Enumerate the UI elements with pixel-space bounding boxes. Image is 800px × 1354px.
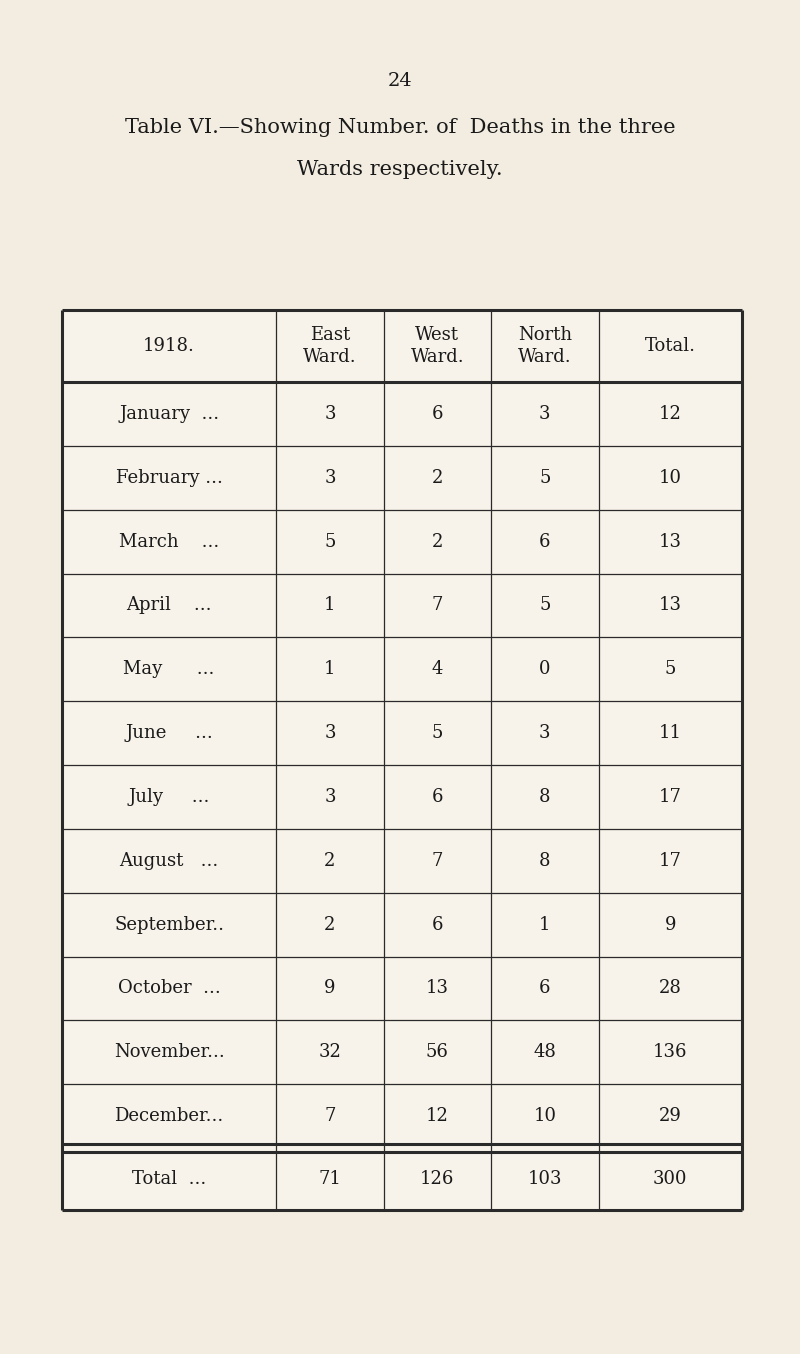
Text: 0: 0 — [539, 661, 550, 678]
Text: 5: 5 — [539, 468, 550, 486]
Text: August   ...: August ... — [119, 852, 218, 869]
Text: 7: 7 — [432, 852, 443, 869]
Text: 5: 5 — [432, 724, 443, 742]
Text: 5: 5 — [665, 661, 676, 678]
Text: 17: 17 — [659, 852, 682, 869]
Text: March    ...: March ... — [119, 532, 219, 551]
Text: 1918.: 1918. — [143, 337, 195, 355]
Text: April    ...: April ... — [126, 596, 212, 615]
Text: 4: 4 — [432, 661, 443, 678]
Text: 3: 3 — [324, 724, 336, 742]
Text: 6: 6 — [539, 979, 550, 998]
Text: 13: 13 — [658, 532, 682, 551]
Text: 6: 6 — [432, 915, 443, 934]
Text: 10: 10 — [534, 1108, 556, 1125]
Text: North
Ward.: North Ward. — [518, 326, 572, 366]
Text: 28: 28 — [659, 979, 682, 998]
Text: December...: December... — [114, 1108, 224, 1125]
Text: 2: 2 — [432, 468, 443, 486]
Text: 13: 13 — [658, 596, 682, 615]
Text: Total.: Total. — [645, 337, 696, 355]
Text: 9: 9 — [324, 979, 336, 998]
Text: 300: 300 — [653, 1170, 687, 1187]
Text: 32: 32 — [318, 1043, 342, 1062]
Bar — [62, 310, 742, 1210]
Text: 3: 3 — [539, 405, 550, 422]
Text: 1: 1 — [324, 596, 336, 615]
Text: 12: 12 — [426, 1108, 449, 1125]
Text: 1: 1 — [324, 661, 336, 678]
Text: 5: 5 — [539, 596, 550, 615]
Text: July     ...: July ... — [129, 788, 210, 806]
Text: 1: 1 — [539, 915, 550, 934]
Text: West
Ward.: West Ward. — [410, 326, 464, 366]
Text: 11: 11 — [658, 724, 682, 742]
Text: Wards respectively.: Wards respectively. — [297, 160, 503, 179]
Text: 7: 7 — [324, 1108, 336, 1125]
Text: 29: 29 — [659, 1108, 682, 1125]
Text: 3: 3 — [324, 468, 336, 486]
Text: 3: 3 — [324, 405, 336, 422]
Text: 3: 3 — [539, 724, 550, 742]
Text: 7: 7 — [432, 596, 443, 615]
Text: February ...: February ... — [116, 468, 222, 486]
Text: 8: 8 — [539, 788, 550, 806]
Text: November...: November... — [114, 1043, 225, 1062]
Text: 9: 9 — [665, 915, 676, 934]
Text: 48: 48 — [534, 1043, 556, 1062]
Text: 2: 2 — [324, 852, 336, 869]
Text: 6: 6 — [539, 532, 550, 551]
Text: October  ...: October ... — [118, 979, 221, 998]
Text: 103: 103 — [527, 1170, 562, 1187]
Text: 126: 126 — [420, 1170, 454, 1187]
Text: 5: 5 — [324, 532, 336, 551]
Text: 3: 3 — [324, 788, 336, 806]
Text: 24: 24 — [388, 72, 412, 89]
Text: January  ...: January ... — [119, 405, 219, 422]
Text: 56: 56 — [426, 1043, 449, 1062]
Text: 6: 6 — [432, 405, 443, 422]
Text: 12: 12 — [659, 405, 682, 422]
Text: 6: 6 — [432, 788, 443, 806]
Text: 10: 10 — [658, 468, 682, 486]
Text: 136: 136 — [653, 1043, 687, 1062]
Text: June     ...: June ... — [126, 724, 213, 742]
Text: 2: 2 — [432, 532, 443, 551]
Text: September..: September.. — [114, 915, 224, 934]
Text: May      ...: May ... — [123, 661, 214, 678]
Text: 2: 2 — [324, 915, 336, 934]
Text: Table VI.—Showing Number. of  Deaths in the three: Table VI.—Showing Number. of Deaths in t… — [125, 118, 675, 137]
Text: 8: 8 — [539, 852, 550, 869]
Text: East
Ward.: East Ward. — [303, 326, 357, 366]
Text: 17: 17 — [659, 788, 682, 806]
Text: 13: 13 — [426, 979, 449, 998]
Text: 71: 71 — [318, 1170, 342, 1187]
Text: Total  ...: Total ... — [132, 1170, 206, 1187]
